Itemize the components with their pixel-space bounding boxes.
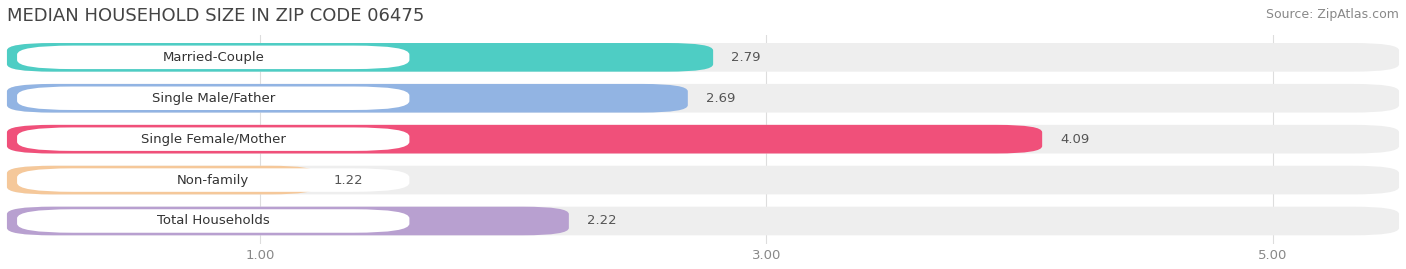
Text: MEDIAN HOUSEHOLD SIZE IN ZIP CODE 06475: MEDIAN HOUSEHOLD SIZE IN ZIP CODE 06475	[7, 7, 425, 25]
FancyBboxPatch shape	[7, 84, 688, 112]
FancyBboxPatch shape	[17, 128, 409, 151]
Text: Non-family: Non-family	[177, 174, 249, 187]
FancyBboxPatch shape	[7, 207, 569, 235]
Text: Source: ZipAtlas.com: Source: ZipAtlas.com	[1265, 8, 1399, 21]
FancyBboxPatch shape	[7, 125, 1399, 154]
Text: 1.22: 1.22	[333, 174, 363, 187]
FancyBboxPatch shape	[7, 43, 713, 72]
FancyBboxPatch shape	[17, 168, 409, 192]
Text: Single Male/Father: Single Male/Father	[152, 92, 274, 105]
Text: 2.22: 2.22	[586, 214, 616, 228]
Text: Married-Couple: Married-Couple	[162, 51, 264, 64]
FancyBboxPatch shape	[17, 209, 409, 233]
FancyBboxPatch shape	[7, 207, 1399, 235]
Text: 2.79: 2.79	[731, 51, 761, 64]
FancyBboxPatch shape	[7, 166, 1399, 194]
FancyBboxPatch shape	[7, 84, 1399, 112]
Text: 4.09: 4.09	[1060, 133, 1090, 146]
FancyBboxPatch shape	[17, 45, 409, 69]
Text: 2.69: 2.69	[706, 92, 735, 105]
FancyBboxPatch shape	[7, 125, 1042, 154]
Text: Total Households: Total Households	[157, 214, 270, 228]
FancyBboxPatch shape	[7, 166, 316, 194]
FancyBboxPatch shape	[7, 43, 1399, 72]
FancyBboxPatch shape	[17, 87, 409, 110]
Text: Single Female/Mother: Single Female/Mother	[141, 133, 285, 146]
